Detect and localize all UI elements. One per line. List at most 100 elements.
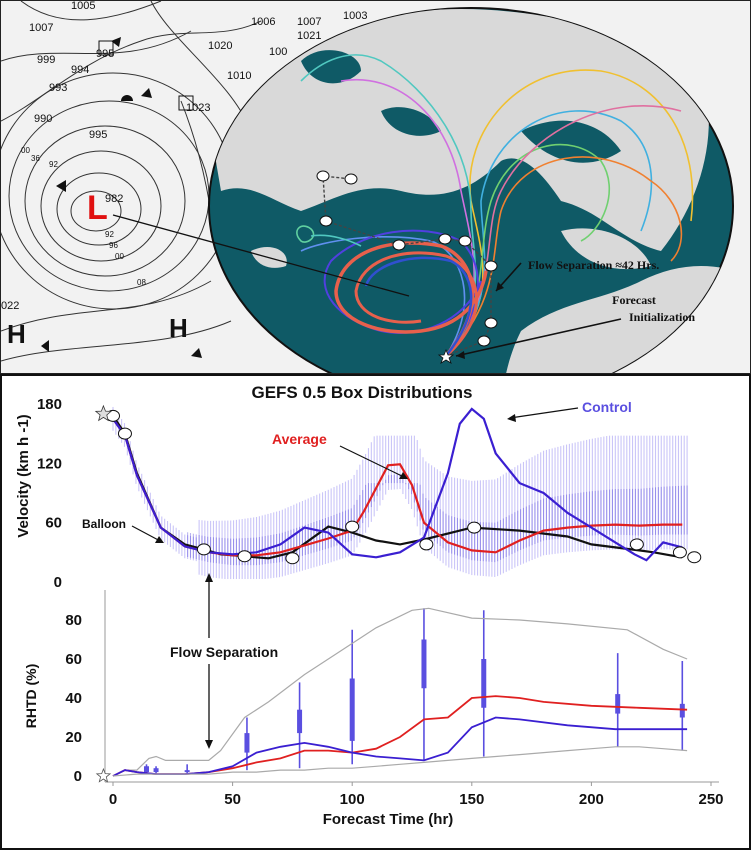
isobar-label: 1003 [343, 10, 367, 22]
rhtd-box [349, 678, 355, 741]
rhtd-box [143, 766, 149, 773]
rhtd-box [421, 639, 427, 689]
rhtd-y-tick-label: 40 [65, 690, 82, 707]
chart-title: GEFS 0.5 Box Distributions [251, 383, 472, 402]
flow-separation-annotation: Flow Separation [170, 644, 278, 660]
isobar-label: 00 [115, 252, 124, 261]
rhtd-y-tick-label: 20 [65, 729, 82, 746]
rhtd-box [297, 709, 303, 734]
isobar-label: 994 [71, 64, 89, 76]
balloon-marker [237, 550, 252, 563]
low-to-globe-pointer [112, 214, 410, 297]
high-pressure-center: H [169, 313, 188, 343]
velocity-start-star-icon [94, 404, 113, 422]
rhtd-box [679, 703, 685, 718]
rhtd-series-line-min [112, 746, 688, 777]
balloon-marker [285, 552, 300, 565]
velocity-axes: 0 60 120 180 [37, 396, 62, 591]
station-box [178, 95, 194, 111]
rhtd-series [112, 607, 688, 777]
trajectory-map-panel: 1007 1005 1006 1007 1003 1021 1020 100 9… [0, 0, 751, 374]
isobar-label: 1007 [297, 16, 321, 28]
isobar-label: 999 [37, 54, 55, 66]
isobar-label: 995 [89, 129, 107, 141]
rhtd-y-tick-label: 0 [74, 768, 82, 785]
isobar-label: 08 [137, 278, 146, 287]
rhtd-box [244, 733, 250, 753]
rhtd-box [184, 770, 190, 773]
isobar-label: 982 [105, 193, 123, 205]
isobar-labels: 1007 1005 1006 1007 1003 1021 1020 100 9… [1, 1, 367, 312]
launch-star-icon [437, 348, 455, 364]
isobar-label: 1023 [186, 102, 210, 114]
velocity-series-line-balloon [112, 415, 683, 560]
high-pressure-center: H [7, 319, 26, 349]
isobar-label: 022 [1, 300, 19, 312]
isobar-label: 36 [31, 154, 40, 163]
x-tick-label: 50 [224, 791, 241, 808]
isobar-label: 995 [96, 48, 114, 60]
isobar-label: 00 [21, 146, 30, 155]
forecast-init-label-line2: Initialization [629, 310, 695, 324]
x-tick-label: 200 [579, 791, 604, 808]
isobar-label: 1005 [71, 1, 95, 12]
control-annotation: Control [582, 399, 632, 415]
average-annotation: Average [272, 431, 327, 447]
trajectory-map: 1007 1005 1006 1007 1003 1021 1020 100 9… [1, 1, 750, 373]
isobar-label: 1007 [29, 22, 53, 34]
velocity-rhtd-chart: GEFS 0.5 Box Distributions Velocity (km … [15, 383, 724, 828]
x-tick-label: 150 [459, 791, 484, 808]
rhtd-y-tick-label: 80 [65, 612, 82, 629]
isobar-label: 1021 [297, 30, 321, 42]
velocity-y-tick-label: 120 [37, 455, 62, 472]
rhtd-box [615, 694, 621, 714]
x-tick-label: 0 [109, 791, 117, 808]
rhtd-box [153, 768, 159, 773]
velocity-y-axis-label: Velocity (km h -1) [15, 414, 32, 537]
balloon-track [316, 170, 498, 364]
rhtd-start-star-icon [95, 767, 112, 783]
chart-annotations: Control Average Balloon Flow Separation [82, 399, 632, 749]
x-axis-label: Forecast Time (hr) [323, 811, 454, 828]
isobar-label: 96 [109, 241, 118, 250]
rhtd-axes: 0 20 40 60 80 0 50 100 150 200 250 [65, 590, 724, 808]
chart-panel: GEFS 0.5 Box Distributions Velocity (km … [0, 374, 751, 850]
balloon-markers [94, 404, 702, 565]
rhtd-box [481, 659, 487, 708]
velocity-distribution-band [112, 406, 688, 580]
x-tick-label: 100 [340, 791, 365, 808]
balloon-marker [467, 521, 482, 534]
rhtd-y-tick-label: 60 [65, 651, 82, 668]
balloon-marker [687, 551, 702, 564]
rhtd-series-line-control [112, 716, 688, 777]
flow-separation-label: Flow Separation ≈42 Hrs. [528, 258, 659, 272]
balloon-marker [672, 546, 687, 559]
isobar-label: 1010 [227, 70, 251, 82]
rhtd-y-axis-label: RHTD (%) [23, 664, 39, 729]
isobar-label: 92 [49, 160, 58, 169]
balloon-annotation: Balloon [82, 517, 126, 531]
isobar-label: 1020 [208, 40, 232, 52]
balloon-marker [629, 538, 644, 551]
velocity-y-tick-label: 60 [45, 515, 62, 532]
station-box [98, 40, 114, 56]
isobar-label: 100 [269, 46, 287, 58]
balloon-marker [345, 520, 360, 533]
low-pressure-center: L [87, 189, 108, 227]
forecast-init-label-line1: Forecast [612, 293, 656, 307]
front-markers [41, 37, 202, 358]
rhtd-boxplots [143, 608, 685, 775]
balloon-marker [419, 538, 434, 551]
isobar-label: 1006 [251, 16, 275, 28]
globe-annotations: Flow Separation ≈42 Hrs. Forecast Initia… [455, 258, 695, 359]
ensemble-trajectories [296, 54, 694, 358]
velocity-y-tick-label: 0 [54, 574, 62, 591]
balloon-marker [196, 543, 211, 556]
isobar-label: 92 [105, 230, 114, 239]
isobar-label: 990 [34, 113, 52, 125]
velocity-y-tick-label: 180 [37, 396, 62, 413]
x-tick-label: 250 [698, 791, 723, 808]
isobar-label: 993 [49, 82, 67, 94]
rhtd-series-line-max [112, 607, 688, 777]
balloon-marker [117, 427, 132, 440]
